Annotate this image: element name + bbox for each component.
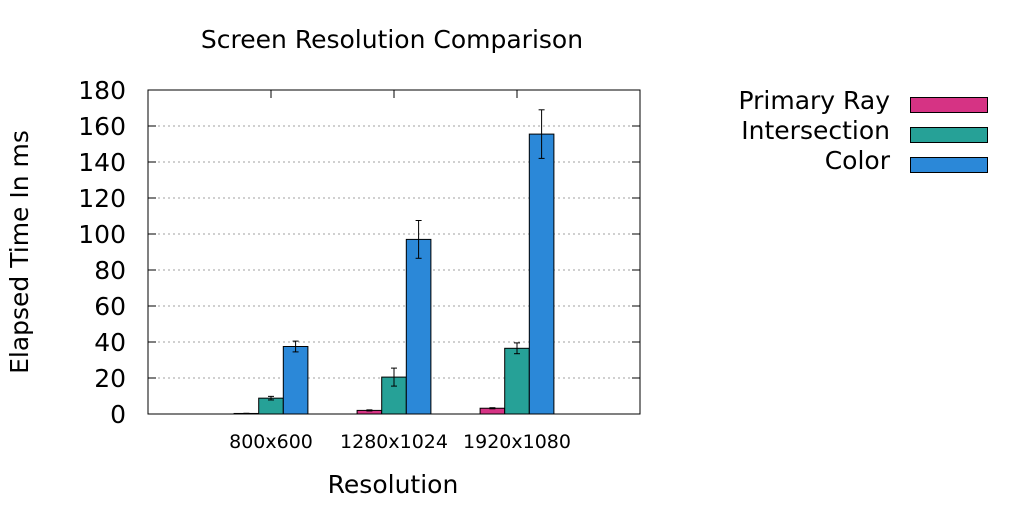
x-tick-label: 1280x1024 — [340, 431, 448, 453]
y-axis-label: Elapsed Time In ms — [5, 130, 34, 374]
x-tick-label: 800x600 — [229, 431, 313, 453]
y-tick-label: 140 — [78, 148, 126, 177]
legend-label: Color — [824, 146, 890, 175]
legend: Primary Ray Intersection Color — [700, 86, 1000, 176]
legend-swatch — [910, 157, 988, 173]
y-tick-label: 80 — [94, 256, 126, 285]
y-tick-label: 20 — [94, 364, 126, 393]
legend-label: Primary Ray — [738, 86, 891, 115]
legend-swatch — [910, 97, 988, 113]
chart-title: Screen Resolution Comparison — [201, 25, 583, 54]
gridlines — [148, 89, 640, 415]
x-tick-label: 1920x1080 — [463, 431, 571, 453]
bar — [258, 397, 284, 415]
plot-frame — [147, 89, 641, 415]
bar — [528, 133, 555, 415]
bar — [504, 347, 530, 415]
y-tick-label: 60 — [94, 292, 126, 321]
y-tick-label: 120 — [78, 184, 126, 213]
y-tick-label: 40 — [94, 328, 126, 357]
x-axis-label: Resolution — [328, 470, 459, 499]
legend-label: Intersection — [741, 116, 890, 145]
y-tick-label: 180 — [78, 76, 126, 105]
y-tick-label: 160 — [78, 112, 126, 141]
legend-item-color: Color — [700, 146, 1000, 176]
bar — [405, 238, 432, 415]
legend-item-primary-ray: Primary Ray — [700, 86, 1000, 116]
tick-labels: 0 20 40 60 80 100 120 140 160 180 800x600 1280x1024… — [78, 76, 571, 453]
bars — [233, 109, 555, 415]
y-tick-label: 0 — [110, 400, 126, 429]
legend-item-intersection: Intersection — [700, 116, 1000, 146]
y-tick-label: 100 — [78, 220, 126, 249]
bar — [282, 346, 309, 415]
legend-swatch — [910, 127, 988, 143]
